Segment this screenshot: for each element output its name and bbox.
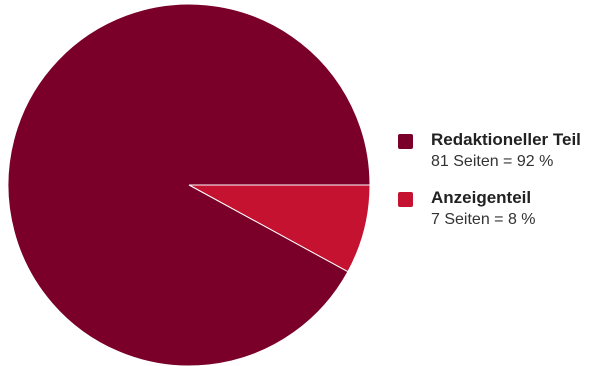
legend-item-anzeigenteil: Anzeigenteil 7 Seiten = 8 % [398,186,581,231]
legend-detail: 81 Seiten = 92 % [431,153,554,170]
legend: Redaktioneller Teil 81 Seiten = 92 % Anz… [398,128,581,244]
legend-label: Anzeigenteil [431,188,532,207]
pie-slice-redaktioneller-teil [7,3,371,366]
pie-slices [7,3,371,366]
legend-detail: 7 Seiten = 8 % [431,211,536,228]
legend-label: Redaktioneller Teil [431,130,581,149]
pie-slice-anzeigenteil [188,184,371,273]
legend-swatch-anzeigenteil [398,192,413,207]
legend-swatch-redaktioneller-teil [398,134,413,149]
legend-item-redaktioneller-teil: Redaktioneller Teil 81 Seiten = 92 % [398,128,581,173]
